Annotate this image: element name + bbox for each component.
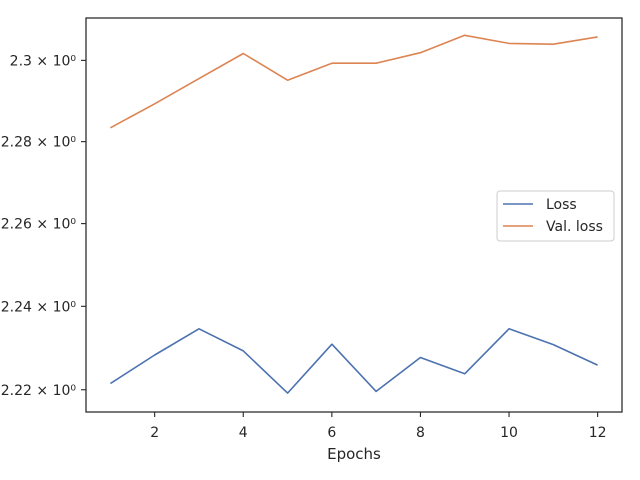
y-tick-label: 2.26 × 10⁰ — [1, 217, 77, 233]
y-tick-label: 2.22 × 10⁰ — [1, 383, 77, 399]
x-tick-label: 6 — [327, 425, 336, 441]
x-tick-label: 8 — [416, 425, 425, 441]
series-lines — [109, 34, 598, 394]
legend-label: Val. loss — [546, 219, 603, 235]
x-tick-label: 10 — [500, 425, 518, 441]
series-line-val-loss — [110, 34, 598, 129]
plot-frame — [85, 17, 623, 413]
y-axis-ticks: 2.22 × 10⁰ 2.24 × 10⁰ 2.26 × 10⁰ 2.28 × 10⁰… — [1, 53, 86, 399]
y-tick-label: 2.24 × 10⁰ — [1, 299, 77, 315]
y-tick-label: 2.28 × 10⁰ — [1, 135, 77, 151]
y-tick-label: 2.3 × 10⁰ — [10, 53, 77, 69]
x-axis-ticks: 2 4 6 8 10 12 — [150, 412, 607, 441]
legend: Loss Val. loss — [496, 190, 615, 242]
series-line-loss — [109, 327, 598, 394]
x-tick-label: 12 — [589, 425, 607, 441]
x-axis-label: Epochs — [327, 445, 381, 463]
x-tick-label: 4 — [239, 425, 248, 441]
legend-label: Loss — [546, 197, 577, 213]
x-tick-label: 2 — [150, 425, 159, 441]
